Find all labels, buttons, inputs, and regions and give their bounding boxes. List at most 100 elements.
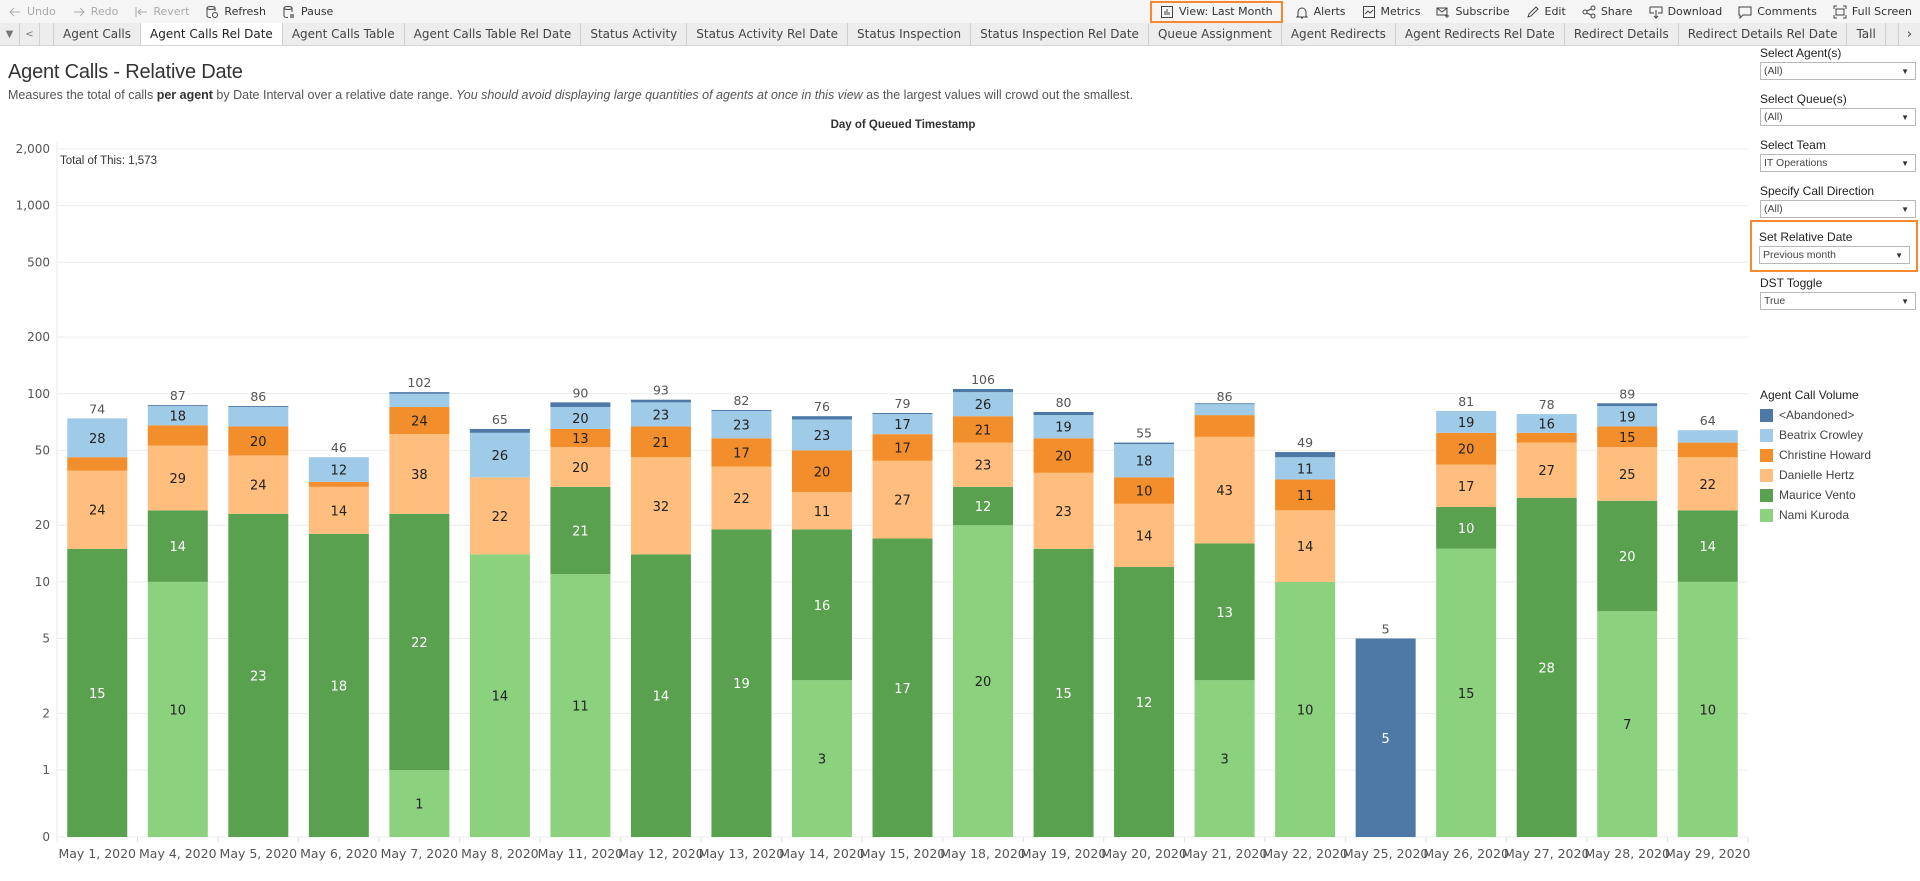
legend-item[interactable]: Danielle Hertz xyxy=(1760,465,1920,485)
full-screen-label: Full Screen xyxy=(1851,5,1912,18)
bar-segment xyxy=(953,416,1014,443)
bar-segment xyxy=(1033,548,1094,837)
select-agent-s-dropdown[interactable]: (All) ▼ xyxy=(1760,62,1916,80)
caret-down-icon: ▼ xyxy=(1901,296,1909,306)
tab-status-activity-rel-date[interactable]: Status Activity Rel Date xyxy=(687,23,849,45)
tab-agent-calls-table-rel-date[interactable]: Agent Calls Table Rel Date xyxy=(405,23,582,45)
bar-segment xyxy=(389,434,450,514)
set-relative-date-dropdown[interactable]: Previous month ▼ xyxy=(1759,246,1910,264)
segment-label: 14 xyxy=(1136,529,1153,544)
comments-button[interactable]: Comments xyxy=(1730,0,1825,23)
dst-toggle-dropdown[interactable]: True ▼ xyxy=(1760,292,1916,310)
segment-label: 10 xyxy=(1297,703,1314,718)
select-queue-s-dropdown[interactable]: (All) ▼ xyxy=(1760,108,1916,126)
bar-segment xyxy=(711,410,772,439)
bar-segment xyxy=(1436,548,1497,837)
share-button[interactable]: Share xyxy=(1574,0,1641,23)
tab-agent-calls-table[interactable]: Agent Calls Table xyxy=(283,23,405,45)
tabs-menu-button[interactable]: ▼ xyxy=(0,23,20,45)
y-tick-label: 50 xyxy=(35,443,50,457)
segment-label: 19 xyxy=(1619,410,1636,425)
bar-total-label: 49 xyxy=(1297,435,1313,450)
y-tick-label: 20 xyxy=(35,518,50,532)
legend-swatch xyxy=(1760,448,1773,462)
tab-status-inspection-rel-date[interactable]: Status Inspection Rel Date xyxy=(971,23,1149,45)
y-tick-label: 1 xyxy=(42,763,50,777)
tabs-scroll-right-button[interactable]: › xyxy=(1898,23,1920,45)
bar-segment xyxy=(872,414,933,435)
bar-segment xyxy=(872,434,933,461)
legend-item[interactable]: Christine Howard xyxy=(1760,445,1920,465)
legend-item[interactable]: Maurice Vento xyxy=(1760,485,1920,505)
alerts-button[interactable]: Alerts xyxy=(1287,0,1354,23)
bar-segment xyxy=(1516,442,1577,498)
specify-call-direction-dropdown[interactable]: (All) ▼ xyxy=(1760,200,1916,218)
subtitle-text-1: Measures the total of calls xyxy=(8,88,157,102)
tab-status-activity[interactable]: Status Activity xyxy=(581,23,688,45)
bar-segment xyxy=(308,457,369,482)
tab-agent-calls-rel-date[interactable]: Agent Calls Rel Date xyxy=(141,23,283,45)
segment-label: 22 xyxy=(492,510,509,525)
segment-label: 10 xyxy=(1699,703,1716,718)
x-tick-label: May 1, 2020 xyxy=(58,846,136,861)
tabs-scroll-left-button[interactable]: < xyxy=(20,23,40,45)
legend-item[interactable]: Nami Kuroda xyxy=(1760,505,1920,525)
segment-label: 17 xyxy=(894,682,911,697)
tab-redirect-details[interactable]: Redirect Details xyxy=(1565,23,1679,45)
caret-down-icon: ▼ xyxy=(1901,112,1909,122)
bar-segment xyxy=(1516,414,1577,433)
x-tick-label: May 12, 2020 xyxy=(618,846,704,861)
pause-button[interactable]: Pause xyxy=(274,0,341,23)
bar-segment xyxy=(872,538,933,837)
bar-segment xyxy=(1194,543,1255,681)
bar-total-label: 82 xyxy=(733,393,749,408)
bar-segment xyxy=(550,447,611,487)
filter-specify-call-direction: Specify Call Direction (All) ▼ xyxy=(1760,184,1916,218)
tab-agent-redirects[interactable]: Agent Redirects xyxy=(1282,23,1396,45)
undo-button[interactable]: Undo xyxy=(0,0,64,23)
segment-label: 20 xyxy=(1055,450,1072,465)
bar-segment xyxy=(1677,457,1738,511)
bar-total-label: 65 xyxy=(492,412,508,427)
full-screen-button[interactable]: Full Screen xyxy=(1825,0,1920,23)
metrics-label: Metrics xyxy=(1380,5,1421,18)
comment-icon xyxy=(1738,6,1752,19)
chart-title: Day of Queued Timestamp xyxy=(831,119,976,131)
tab-status-inspection[interactable]: Status Inspection xyxy=(848,23,972,45)
segment-label: 20 xyxy=(572,461,589,476)
tab-agent-calls[interactable]: Agent Calls xyxy=(54,23,141,45)
legend-item[interactable]: Beatrix Crowley xyxy=(1760,425,1920,445)
bar-total-label: 90 xyxy=(572,385,588,400)
tab-queue-assignment[interactable]: Queue Assignment xyxy=(1149,23,1282,45)
segment-label: 22 xyxy=(411,636,428,651)
tab-agent-redirects-rel-date[interactable]: Agent Redirects Rel Date xyxy=(1396,23,1565,45)
bar-segment xyxy=(953,486,1014,526)
bar-segment xyxy=(1436,432,1497,465)
download-button[interactable]: Download xyxy=(1641,0,1731,23)
segment-label: 24 xyxy=(411,415,428,430)
bar-total-label: 106 xyxy=(971,372,995,387)
subscribe-button[interactable]: Subscribe xyxy=(1428,0,1517,23)
page-subtitle: Measures the total of calls per agent by… xyxy=(8,88,1133,102)
bar-segment xyxy=(550,574,611,837)
bar-segment xyxy=(550,402,611,408)
refresh-button[interactable]: Refresh xyxy=(197,0,274,23)
bar-total-label: 89 xyxy=(1619,386,1635,401)
y-tick-label: 500 xyxy=(27,255,50,269)
subtitle-text-2: by Date Interval over a relative date ra… xyxy=(212,88,457,102)
view-button[interactable]: View: Last Month xyxy=(1150,0,1283,23)
legend-item[interactable]: <Abandoned> xyxy=(1760,405,1920,425)
x-tick-label: May 26, 2020 xyxy=(1423,846,1509,861)
segment-label: 14 xyxy=(492,690,509,705)
legend-swatch xyxy=(1760,408,1773,422)
edit-button[interactable]: Edit xyxy=(1518,0,1574,23)
select-team-dropdown[interactable]: IT Operations ▼ xyxy=(1760,154,1916,172)
bar-segment xyxy=(389,392,450,394)
caret-down-icon: ▼ xyxy=(1895,250,1903,260)
revert-button[interactable]: Revert xyxy=(126,0,197,23)
download-icon xyxy=(1649,6,1663,19)
metrics-button[interactable]: Metrics xyxy=(1354,0,1429,23)
redo-button[interactable]: Redo xyxy=(64,0,127,23)
tab-tall[interactable]: Tall xyxy=(1847,23,1886,45)
tab-redirect-details-rel-date[interactable]: Redirect Details Rel Date xyxy=(1679,23,1848,45)
